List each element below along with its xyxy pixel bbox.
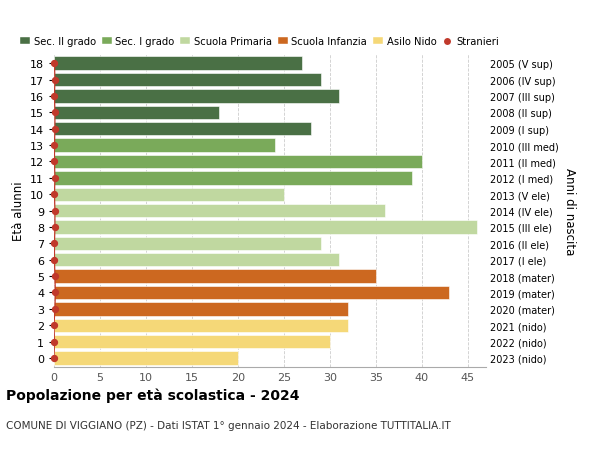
Point	[50, 338, 59, 346]
Point	[50, 224, 60, 231]
Point	[50, 207, 60, 215]
Point	[50, 158, 59, 166]
Point	[50, 257, 59, 264]
Point	[50, 191, 59, 198]
Point	[50, 273, 60, 280]
Point	[50, 61, 59, 68]
Bar	[54, 286, 449, 300]
Point	[50, 77, 60, 84]
Point	[50, 109, 60, 117]
Bar	[54, 352, 238, 365]
Point	[50, 126, 60, 133]
Bar	[54, 123, 311, 136]
Bar	[54, 302, 348, 316]
Bar	[54, 335, 330, 348]
Text: COMUNE DI VIGGIANO (PZ) - Dati ISTAT 1° gennaio 2024 - Elaborazione TUTTITALIA.I: COMUNE DI VIGGIANO (PZ) - Dati ISTAT 1° …	[6, 420, 451, 430]
Bar	[54, 106, 220, 120]
Point	[50, 142, 59, 150]
Bar	[54, 270, 376, 283]
Legend: Sec. II grado, Sec. I grado, Scuola Primaria, Scuola Infanzia, Asilo Nido, Stran: Sec. II grado, Sec. I grado, Scuola Prim…	[20, 37, 499, 47]
Bar	[54, 204, 385, 218]
Bar	[54, 237, 320, 251]
Bar	[54, 156, 422, 169]
Bar	[54, 57, 302, 71]
Bar	[54, 139, 275, 152]
Point	[50, 289, 60, 297]
Point	[50, 93, 59, 101]
Point	[50, 306, 60, 313]
Text: Popolazione per età scolastica - 2024: Popolazione per età scolastica - 2024	[6, 388, 299, 403]
Bar	[54, 90, 339, 103]
Point	[50, 175, 60, 182]
Point	[49, 322, 59, 329]
Y-axis label: Anni di nascita: Anni di nascita	[563, 168, 575, 255]
Bar	[54, 74, 320, 87]
Bar	[54, 188, 284, 202]
Bar	[54, 253, 339, 267]
Bar	[54, 319, 348, 332]
Bar	[54, 221, 477, 234]
Point	[50, 240, 59, 247]
Bar	[54, 172, 412, 185]
Y-axis label: Età alunni: Età alunni	[11, 181, 25, 241]
Point	[49, 354, 59, 362]
